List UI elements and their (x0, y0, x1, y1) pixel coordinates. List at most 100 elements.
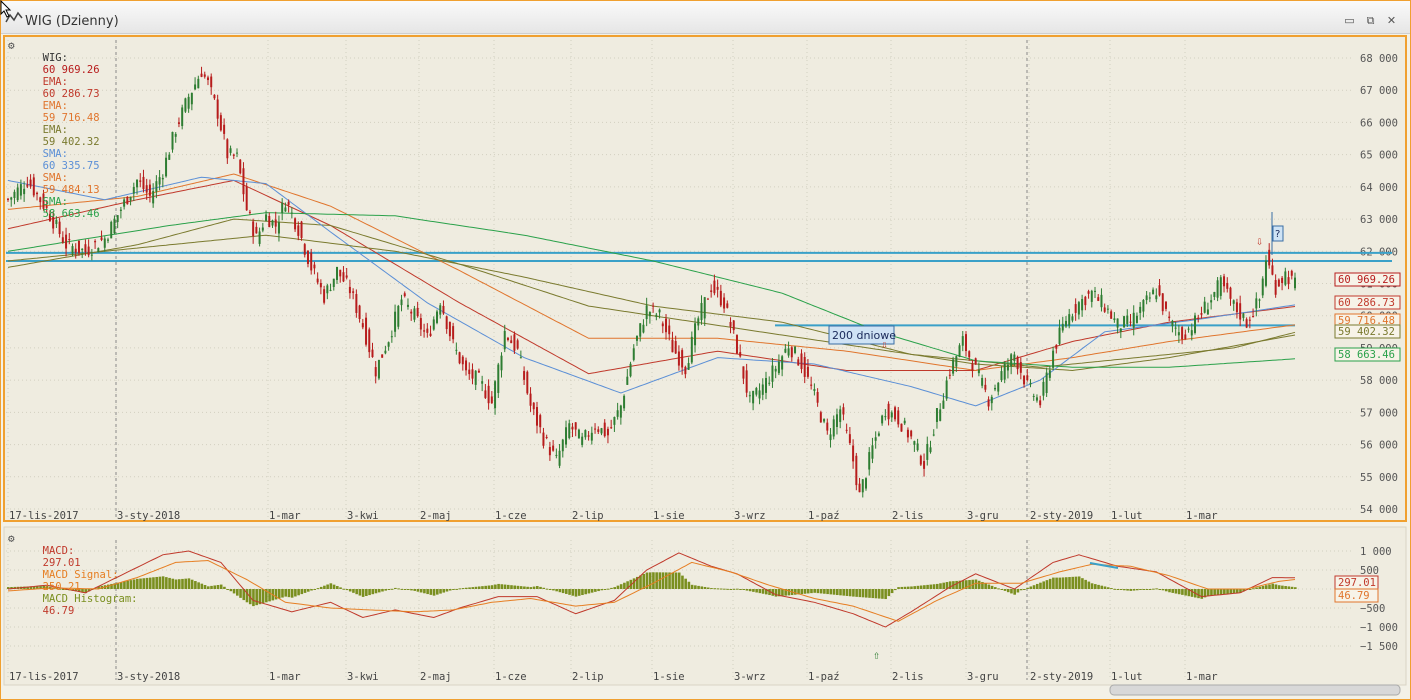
histogram-bar (639, 575, 642, 589)
histogram-bar (1226, 589, 1229, 595)
candle-body (858, 483, 861, 493)
candle-body (1032, 395, 1035, 397)
candle-body (829, 434, 832, 441)
candlestick (213, 94, 216, 100)
candlestick (258, 227, 261, 247)
legend-sma1-label: SMA: (42, 148, 68, 160)
restore-icon[interactable]: ⧉ (1366, 14, 1375, 27)
candlestick (1190, 323, 1193, 341)
candle-body (432, 319, 435, 330)
histogram-bar (813, 589, 816, 593)
candlestick (674, 335, 677, 355)
histogram-bar (448, 589, 452, 591)
histogram-bar (506, 584, 510, 589)
candle-body (868, 452, 871, 470)
candlestick (906, 427, 909, 443)
histogram-bar (297, 589, 300, 596)
candle-body (1132, 312, 1135, 328)
histogram-bar (794, 589, 797, 595)
histogram-bar (1252, 588, 1255, 590)
candle-body (1071, 316, 1074, 321)
candlestick (336, 266, 339, 284)
candlestick (1184, 329, 1187, 340)
histogram-bar (545, 588, 549, 590)
candle-body (613, 417, 616, 425)
candle-body (1003, 363, 1006, 380)
price-x-tick: 3-kwi (347, 510, 379, 522)
candlestick (236, 148, 239, 158)
candlestick (365, 312, 368, 347)
histogram-bar (1164, 589, 1168, 592)
close-icon[interactable]: ✕ (1386, 14, 1397, 27)
candlestick (874, 431, 877, 449)
candlestick (839, 405, 842, 429)
candlestick (123, 197, 126, 210)
histogram-bar (1229, 589, 1233, 594)
candle-body (1210, 300, 1213, 303)
candlestick (658, 308, 661, 319)
histogram-bar (200, 583, 204, 589)
histogram-bar (1032, 585, 1036, 589)
candle-body (887, 403, 890, 420)
candlestick (690, 331, 693, 365)
candle-body (1277, 279, 1280, 287)
candle-body (939, 409, 942, 421)
candle-body (823, 419, 826, 422)
histogram-bar (410, 589, 413, 591)
candlestick (116, 215, 119, 229)
candlestick (1058, 319, 1061, 346)
histogram-bar (632, 578, 636, 589)
candle-body (197, 78, 200, 89)
candlestick (777, 354, 780, 376)
candlestick (394, 304, 397, 338)
candlestick (574, 422, 577, 437)
candlestick (261, 222, 264, 233)
candle-body (577, 429, 580, 439)
signal-line (7, 559, 1296, 622)
histogram-bar (139, 578, 142, 589)
candlestick (316, 272, 319, 285)
candle-body (984, 384, 987, 390)
candle-body (129, 196, 132, 201)
candlestick (652, 302, 655, 313)
candle-body (639, 323, 642, 337)
candle-body (561, 439, 564, 452)
candle-body (168, 154, 171, 160)
candlestick (887, 401, 890, 426)
candlestick (610, 419, 613, 429)
histogram-bar (216, 585, 220, 589)
legend-wig-label: WIG: (42, 52, 68, 64)
histogram-bar (58, 588, 62, 590)
histogram-bar (623, 582, 626, 589)
candlestick (1229, 286, 1232, 306)
candlestick (100, 230, 103, 242)
minimize-icon[interactable]: ▭ (1344, 14, 1355, 27)
candle-body (245, 186, 248, 211)
histogram-bar (810, 589, 813, 594)
candle-body (710, 290, 713, 293)
histogram-bar (1294, 587, 1297, 589)
candle-body (890, 412, 893, 418)
histogram-bar (687, 581, 691, 589)
legend-macd-label: MACD: (42, 545, 75, 557)
candlestick (968, 350, 971, 361)
histogram-bar (319, 586, 323, 589)
candle-body (832, 419, 835, 437)
title-bar[interactable]: WIG (Dzienny) ▭ ⧉ ✕ (1, 1, 1410, 34)
candlestick (1100, 288, 1103, 312)
histogram-bar (542, 587, 546, 589)
candlestick (416, 301, 419, 318)
price-x-tick: 1-mar (1186, 510, 1218, 522)
histogram-bar (484, 585, 487, 589)
histogram-bar (852, 589, 855, 597)
candlestick (523, 366, 526, 386)
candle-body (242, 168, 245, 195)
histogram-bar (1161, 589, 1165, 591)
candle-body (752, 390, 755, 404)
candle-body (768, 382, 771, 384)
candlestick (994, 384, 997, 392)
candlestick (1077, 300, 1080, 320)
histogram-bar (419, 589, 423, 593)
candle-body (123, 199, 126, 207)
candle-body (110, 221, 113, 239)
